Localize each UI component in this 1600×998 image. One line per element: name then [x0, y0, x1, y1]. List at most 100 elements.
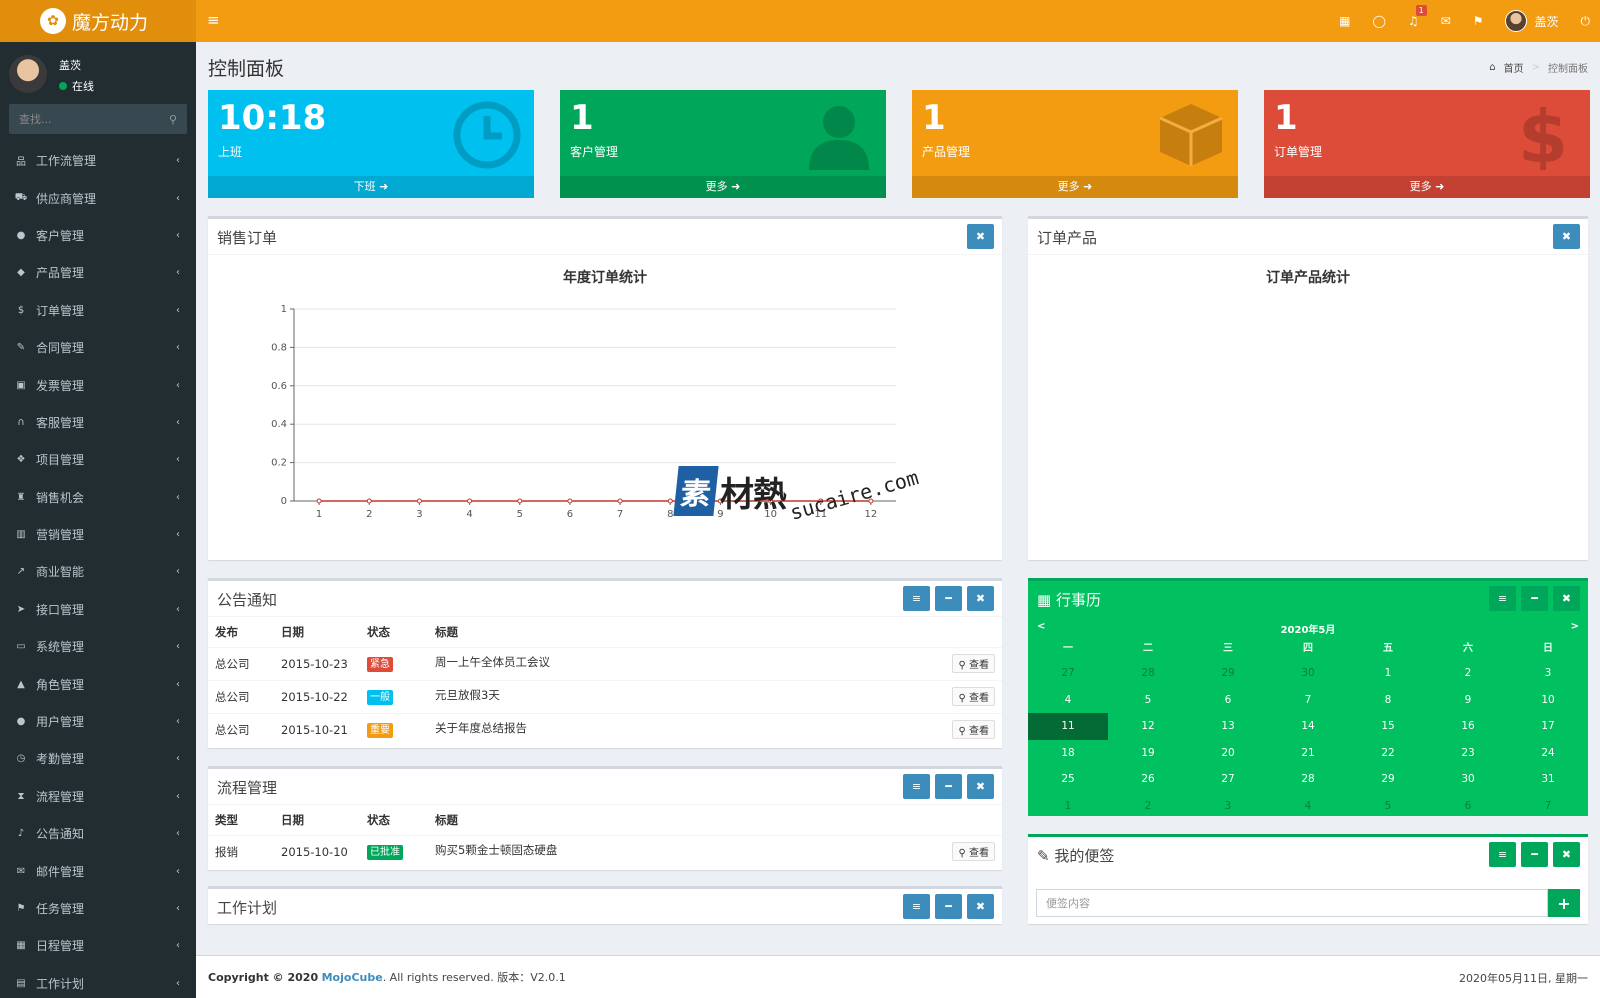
data-point[interactable] [717, 498, 723, 504]
data-point[interactable] [768, 498, 774, 504]
stat-footer-link[interactable]: 下班 ➜ [208, 176, 534, 198]
collapse-button[interactable]: ━ [935, 894, 962, 919]
calendar-day-today[interactable]: 11 [1028, 713, 1108, 740]
sidebar-item[interactable]: ✉ 邮件管理 ‹ [0, 852, 196, 889]
calendar-day[interactable]: 3 [1544, 667, 1552, 679]
data-point[interactable] [818, 498, 824, 504]
note-input[interactable] [1036, 889, 1548, 917]
sidebar-toggle-icon[interactable]: ≡ [207, 11, 220, 29]
close-button[interactable]: ✖ [967, 774, 994, 799]
calendar-day[interactable]: 19 [1141, 746, 1155, 759]
close-button[interactable]: ✖ [967, 224, 994, 249]
data-point[interactable] [316, 498, 322, 504]
calendar-day[interactable]: 31 [1541, 773, 1555, 786]
sidebar-item[interactable]: ↗ 商业智能 ‹ [0, 553, 196, 590]
calendar-day[interactable]: 25 [1061, 773, 1075, 786]
sidebar-item[interactable]: 品工作流管理 ‹ [0, 142, 196, 179]
calendar-day[interactable]: 2 [1464, 667, 1472, 679]
calendar-day[interactable]: 22 [1381, 746, 1395, 759]
prev-month-button[interactable]: < [1037, 621, 1046, 632]
next-month-button[interactable]: > [1570, 621, 1579, 632]
sidebar-item[interactable]: ◆ 产品管理 ‹ [0, 254, 196, 291]
view-button[interactable]: ⚲ 查看 [952, 687, 995, 706]
sidebar-item[interactable]: ➤ 接口管理 ‹ [0, 591, 196, 628]
calendar-day[interactable]: 23 [1461, 746, 1475, 759]
view-button[interactable]: ⚲ 查看 [952, 654, 995, 673]
calendar-day[interactable]: 20 [1221, 746, 1235, 759]
sidebar-item[interactable]: ♪ 公告通知 ‹ [0, 815, 196, 852]
calendar-day[interactable]: 26 [1141, 773, 1155, 786]
search-input[interactable] [19, 112, 149, 126]
sidebar-item[interactable]: ❖ 项目管理 ‹ [0, 441, 196, 478]
brand-link[interactable]: MojoCube [321, 970, 383, 984]
collapse-button[interactable]: ━ [1521, 586, 1548, 611]
calendar-day[interactable]: 1 [1064, 799, 1072, 812]
calendar-day[interactable]: 4 [1064, 693, 1072, 706]
envelope-icon[interactable]: ✉ [1440, 14, 1451, 28]
sidebar-item[interactable]: ▭ 系统管理 ‹ [0, 628, 196, 665]
calendar-day[interactable]: 3 [1224, 799, 1232, 812]
calendar-day[interactable]: 24 [1541, 746, 1555, 759]
close-button[interactable]: ✖ [1553, 224, 1580, 249]
sidebar-item[interactable]: ▣ 发票管理 ‹ [0, 366, 196, 403]
search-icon[interactable]: ⚲ [168, 112, 177, 126]
sidebar-item[interactable]: ♜ 销售机会 ‹ [0, 479, 196, 516]
calendar-day[interactable]: 10 [1541, 693, 1555, 706]
calendar-day[interactable]: 27 [1221, 773, 1235, 786]
calendar-day[interactable]: 16 [1461, 720, 1475, 733]
sidebar-item[interactable]: ● 用户管理 ‹ [0, 703, 196, 740]
calendar-day[interactable]: 27 [1061, 667, 1075, 679]
data-point[interactable] [517, 498, 523, 504]
calendar-day[interactable]: 21 [1301, 746, 1315, 759]
sidebar-item[interactable]: ✎ 合同管理 ‹ [0, 329, 196, 366]
list-button[interactable]: ≡ [903, 774, 930, 799]
sidebar-item[interactable]: ⧗ 流程管理 ‹ [0, 778, 196, 815]
stat-footer-link[interactable]: 更多 ➜ [560, 176, 886, 198]
calendar-day[interactable]: 12 [1141, 720, 1155, 733]
sidebar-item[interactable]: ⛟ 供应商管理 ‹ [0, 179, 196, 216]
sidebar-item[interactable]: ◷ 考勤管理 ‹ [0, 740, 196, 777]
add-note-button[interactable]: + [1548, 889, 1580, 917]
list-button[interactable]: ≡ [903, 586, 930, 611]
data-point[interactable] [567, 498, 573, 504]
sidebar-item[interactable]: ∩ 客服管理 ‹ [0, 404, 196, 441]
calendar-day[interactable]: 18 [1061, 746, 1075, 759]
calendar-day[interactable]: 1 [1384, 667, 1392, 679]
bell-icon[interactable]: ♫ 1 [1408, 5, 1427, 28]
user-menu[interactable]: 盖茨 [1505, 10, 1559, 32]
data-point[interactable] [467, 498, 473, 504]
comments-icon[interactable]: ◯ [1372, 14, 1386, 28]
calendar-day[interactable]: 2 [1144, 799, 1152, 812]
calendar-day[interactable]: 30 [1301, 667, 1315, 679]
calendar-day[interactable]: 28 [1301, 773, 1315, 786]
calendar-day[interactable]: 29 [1381, 773, 1395, 786]
close-button[interactable]: ✖ [967, 586, 994, 611]
calendar-day[interactable]: 7 [1304, 693, 1312, 706]
collapse-button[interactable]: ━ [935, 774, 962, 799]
sidebar-item[interactable]: ▲ 角色管理 ‹ [0, 665, 196, 702]
view-button[interactable]: ⚲ 查看 [952, 720, 995, 740]
data-point[interactable] [868, 498, 874, 504]
flag-icon[interactable]: ⚑ [1472, 14, 1484, 28]
collapse-button[interactable]: ━ [1521, 842, 1548, 867]
data-point[interactable] [416, 498, 422, 504]
calendar-day[interactable]: 9 [1464, 693, 1472, 706]
close-button[interactable]: ✖ [967, 894, 994, 919]
calendar-day[interactable]: 6 [1464, 799, 1472, 812]
stat-footer-link[interactable]: 更多 ➜ [912, 176, 1238, 198]
sidebar-item[interactable]: ▤ 工作计划 ‹ [0, 965, 196, 998]
data-point[interactable] [617, 498, 623, 504]
sidebar-item[interactable]: ▦ 日程管理 ‹ [0, 927, 196, 964]
calendar-day[interactable]: 28 [1141, 667, 1155, 679]
calendar-day[interactable]: 13 [1221, 720, 1235, 733]
calendar-day[interactable]: 5 [1384, 799, 1392, 812]
calendar-day[interactable]: 29 [1221, 667, 1235, 679]
sidebar-item[interactable]: ● 客户管理 ‹ [0, 217, 196, 254]
calendar-day[interactable]: 5 [1144, 693, 1152, 706]
calendar-day[interactable]: 17 [1541, 720, 1555, 733]
calendar-day[interactable]: 6 [1224, 693, 1232, 706]
stat-footer-link[interactable]: 更多 ➜ [1264, 176, 1590, 198]
power-icon[interactable]: ⏻ [1580, 13, 1591, 28]
sidebar-item[interactable]: $ 订单管理 ‹ [0, 292, 196, 329]
logo[interactable]: ✿ 魔方动力 [0, 0, 196, 42]
